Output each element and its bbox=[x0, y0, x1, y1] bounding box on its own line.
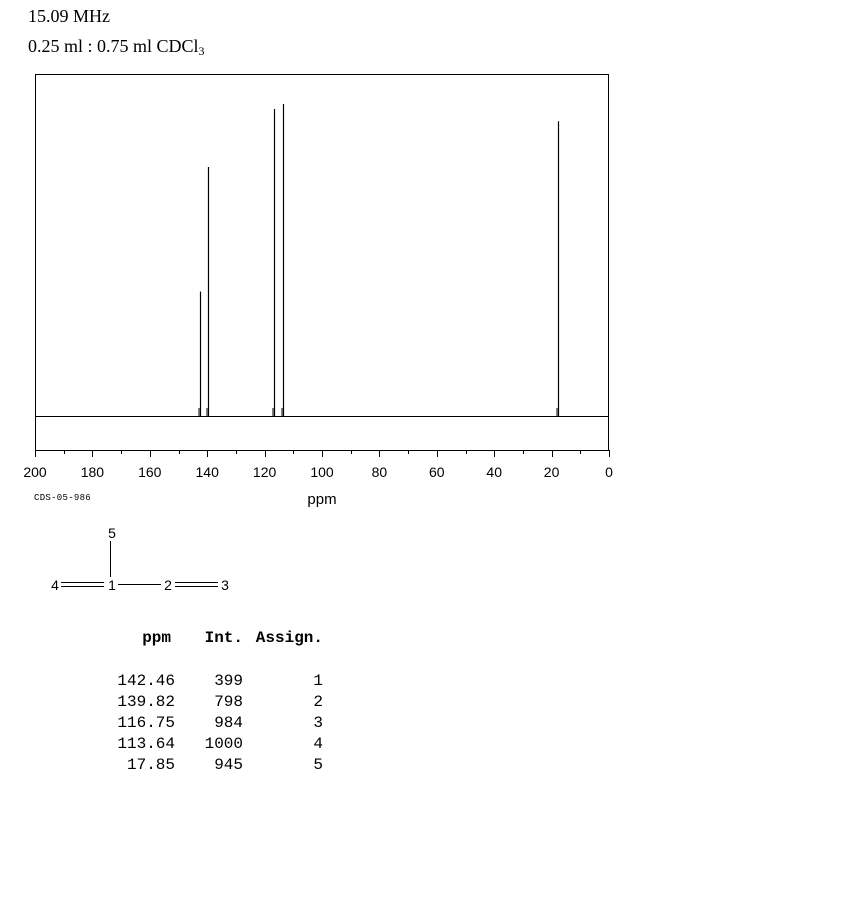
atom-label-5: 5 bbox=[108, 525, 116, 541]
nmr-spectrum-chart: 200 180 160 140 120 100 80 60 40 20 0 ppm bbox=[23, 74, 613, 508]
spectrometer-frequency: 15.09 MHz bbox=[28, 6, 110, 26]
solvent-ratio: 0.25 ml : 0.75 ml CDCl3 bbox=[28, 36, 205, 58]
peak-table: ppm Int. Assign. 142.46 399 1 139.82 798… bbox=[96, 628, 323, 776]
table-row: 17.85 945 5 bbox=[96, 755, 323, 776]
solvent-ratio-text: 0.25 ml : 0.75 ml CDCl bbox=[28, 36, 199, 56]
x-axis-tick-labels: 200 180 160 140 120 100 80 60 40 20 0 bbox=[23, 464, 613, 480]
x-tick-label: 180 bbox=[81, 464, 105, 480]
atom-label-3: 3 bbox=[221, 577, 229, 593]
table-row: 142.46 399 1 bbox=[96, 671, 323, 692]
x-tick-label: 40 bbox=[486, 464, 502, 480]
x-axis-ticks bbox=[35, 450, 610, 457]
atom-label-4: 4 bbox=[51, 577, 59, 593]
x-axis-label: ppm bbox=[307, 491, 336, 508]
cell-intensity: 798 bbox=[214, 693, 243, 711]
table-row: 139.82 798 2 bbox=[96, 692, 323, 713]
cell-intensity: 1000 bbox=[204, 735, 243, 753]
cell-intensity: 399 bbox=[214, 672, 243, 690]
cell-ppm: 17.85 bbox=[126, 756, 175, 774]
header-ppm: ppm bbox=[142, 629, 171, 647]
peak-table-header-row: ppm Int. Assign. bbox=[96, 628, 323, 648]
cell-ppm: 142.46 bbox=[117, 672, 175, 690]
x-tick-label: 60 bbox=[429, 464, 445, 480]
cell-assignment: 3 bbox=[313, 714, 323, 732]
cell-assignment: 2 bbox=[313, 693, 323, 711]
peak-table-spacer bbox=[96, 648, 323, 671]
table-row: 113.64 1000 4 bbox=[96, 734, 323, 755]
table-row: 116.75 984 3 bbox=[96, 713, 323, 734]
cell-ppm: 139.82 bbox=[117, 693, 175, 711]
x-tick-label: 0 bbox=[605, 464, 613, 480]
cell-intensity: 945 bbox=[214, 756, 243, 774]
x-tick-label: 140 bbox=[196, 464, 220, 480]
x-tick-label: 120 bbox=[253, 464, 277, 480]
cell-intensity: 984 bbox=[214, 714, 243, 732]
atom-label-1: 1 bbox=[108, 577, 116, 593]
x-tick-label: 20 bbox=[544, 464, 560, 480]
cell-assignment: 4 bbox=[313, 735, 323, 753]
x-tick-label: 200 bbox=[23, 464, 47, 480]
x-tick-label: 100 bbox=[310, 464, 334, 480]
plot-frame bbox=[35, 74, 609, 451]
cell-ppm: 116.75 bbox=[117, 714, 175, 732]
cell-ppm: 113.64 bbox=[117, 735, 175, 753]
spectrum-code: CDS-05-986 bbox=[34, 493, 92, 503]
header-assignment: Assign. bbox=[255, 629, 323, 647]
x-tick-label: 160 bbox=[138, 464, 162, 480]
spectrum-peaks bbox=[198, 104, 560, 416]
header-intensity: Int. bbox=[204, 629, 243, 647]
x-tick-label: 80 bbox=[372, 464, 388, 480]
cell-assignment: 5 bbox=[313, 756, 323, 774]
atom-label-2: 2 bbox=[164, 577, 172, 593]
cell-assignment: 1 bbox=[313, 672, 323, 690]
solvent-ratio-subscript: 3 bbox=[198, 44, 205, 58]
